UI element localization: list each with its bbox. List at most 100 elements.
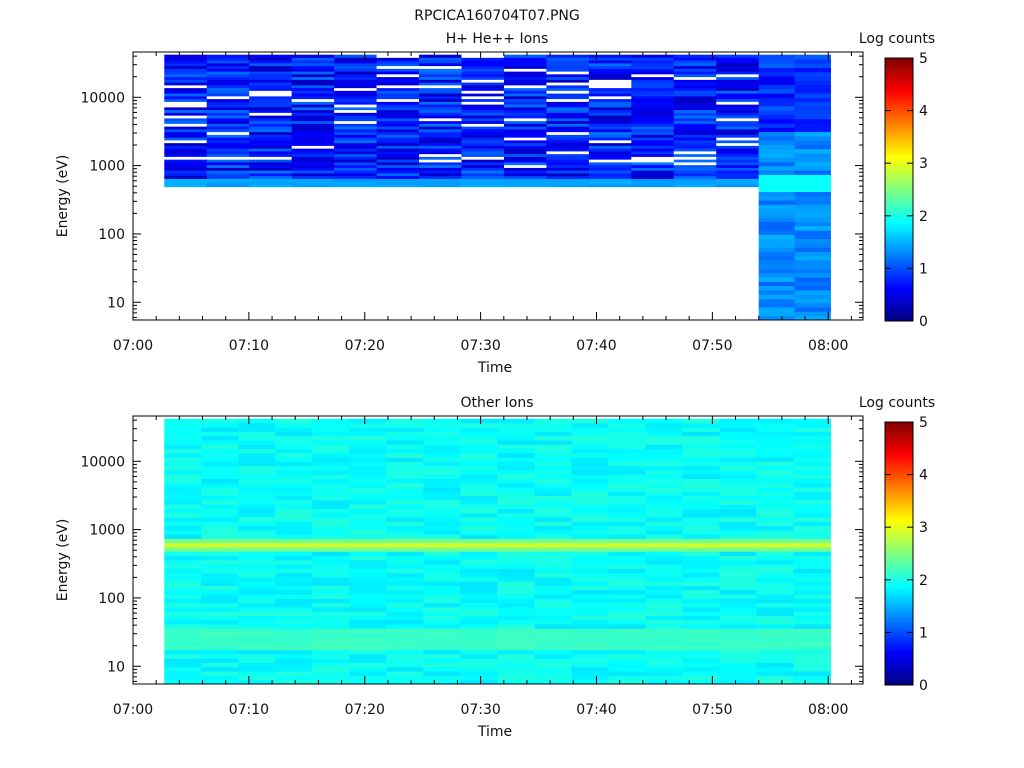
heatmap-cell — [386, 521, 424, 527]
heatmap-cell — [164, 598, 202, 604]
heatmap-cell — [534, 572, 572, 578]
heatmap-cell — [334, 178, 377, 182]
heatmap-cell — [386, 632, 424, 638]
heatmap-cell — [756, 474, 794, 480]
heatmap-cell — [291, 79, 335, 83]
heatmap-cell — [460, 564, 498, 569]
heatmap-cell — [645, 448, 683, 454]
heatmap-cell — [164, 65, 208, 69]
heatmap-cell — [238, 666, 276, 672]
heatmap-cell — [291, 115, 335, 119]
heatmap-cell — [423, 508, 461, 514]
heatmap-cell — [546, 131, 590, 135]
heatmap-cell — [164, 123, 208, 127]
heatmap-cell — [312, 675, 350, 681]
heatmap-cell — [376, 128, 420, 133]
y-axis-label: Energy (eV) — [55, 155, 71, 238]
heatmap-cell — [419, 170, 462, 174]
heatmap-cell — [164, 95, 208, 100]
heatmap-cell — [673, 71, 717, 75]
colorbar-swatch — [885, 278, 913, 282]
heatmap-cell — [571, 525, 609, 531]
heatmap-cell — [460, 431, 498, 437]
heatmap-cell — [756, 577, 794, 582]
heatmap-cell — [534, 602, 572, 608]
heatmap-cell — [291, 93, 335, 97]
heatmap-cell — [423, 474, 461, 480]
heatmap-cell — [201, 517, 239, 522]
heatmap-cell — [376, 68, 420, 72]
heatmap-cell — [497, 551, 535, 557]
heatmap-cell — [497, 512, 535, 518]
heatmap-cell — [275, 585, 313, 591]
heatmap-cell — [794, 204, 831, 210]
heatmap-cell — [312, 568, 350, 574]
heatmap-cell — [645, 504, 683, 509]
heatmap-cell — [608, 435, 646, 441]
heatmap-cell — [349, 487, 387, 492]
heatmap-cell — [419, 181, 462, 185]
heatmap-cell — [758, 80, 796, 86]
heatmap-cell — [631, 90, 675, 94]
heatmap-cell — [534, 671, 572, 676]
heatmap-cell — [334, 153, 377, 157]
colorbar-swatch — [885, 542, 913, 546]
colorbar-swatch — [885, 165, 913, 169]
heatmap-cell — [460, 615, 498, 621]
heatmap-cell — [631, 112, 675, 116]
heatmap-cell — [349, 636, 387, 642]
heatmap-cell — [312, 602, 350, 608]
heatmap-cell — [206, 151, 250, 155]
heatmap-cell — [164, 495, 202, 501]
heatmap-cell — [386, 427, 424, 432]
heatmap-cell — [534, 658, 572, 664]
heatmap-cell — [419, 164, 462, 168]
heatmap-cell — [423, 465, 461, 471]
heatmap-cell — [794, 170, 831, 175]
heatmap-cell — [756, 482, 794, 488]
colorbar-tick-label: 4 — [919, 104, 928, 120]
heatmap-cell — [645, 482, 683, 488]
colorbar-swatch — [885, 592, 913, 596]
heatmap-cell — [206, 104, 250, 108]
heatmap-cell — [588, 184, 632, 188]
heatmap-cell — [386, 461, 424, 467]
heatmap-cell — [275, 457, 313, 462]
heatmap-cell — [164, 115, 208, 119]
heatmap-cell — [673, 84, 717, 89]
heatmap-cell — [238, 534, 276, 539]
heatmap-cell — [588, 120, 632, 124]
heatmap-cell — [571, 568, 609, 574]
heatmap-cell — [423, 581, 461, 586]
heatmap-cell — [546, 76, 590, 80]
heatmap-cell — [571, 465, 609, 471]
heatmap-cell — [794, 298, 831, 304]
heatmap-cell — [376, 153, 420, 157]
heatmap-cell — [386, 435, 424, 441]
heatmap-cell — [758, 67, 796, 73]
heatmap-cell — [588, 159, 632, 163]
heatmap-cell — [349, 504, 387, 509]
heatmap-cell — [349, 521, 387, 527]
heatmap-cell — [673, 145, 717, 149]
heatmap-cell — [534, 478, 572, 484]
heatmap-cell — [794, 242, 831, 248]
heatmap-cell — [497, 457, 535, 462]
heatmap-cell — [334, 84, 377, 89]
heatmap-cell — [238, 517, 276, 522]
heatmap-cell — [673, 181, 717, 185]
heatmap-cell — [608, 500, 646, 505]
heatmap-cell — [334, 128, 377, 133]
heatmap-cell — [461, 137, 505, 141]
heatmap-cell — [386, 581, 424, 586]
heatmap-cell — [386, 547, 424, 552]
heatmap-cell — [588, 73, 632, 78]
colorbar-tick-label: 2 — [919, 209, 928, 225]
heatmap-cell — [793, 641, 831, 646]
heatmap-cell — [312, 517, 350, 522]
heatmap-cell — [758, 251, 796, 257]
heatmap-cell — [386, 551, 424, 557]
heatmap-cell — [758, 302, 796, 308]
heatmap-cell — [534, 666, 572, 672]
colorbar-swatch — [885, 487, 913, 491]
